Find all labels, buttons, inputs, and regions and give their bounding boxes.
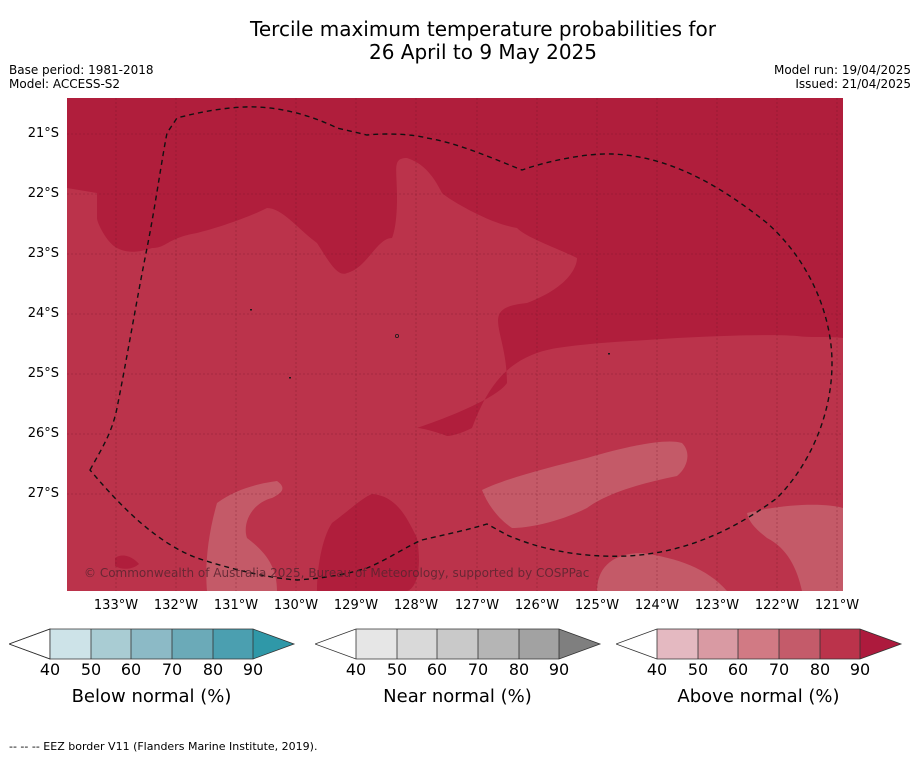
colorbar-swatch (315, 629, 356, 659)
colorbar-swatch (50, 629, 91, 659)
colorbar-swatch (9, 628, 51, 660)
grid-lines (67, 98, 843, 591)
lat-label: 26°S (27, 426, 59, 441)
colorbar-tick: 40 (345, 660, 367, 679)
lower-probability-region-southwest (206, 481, 283, 591)
colorbar-swatch (657, 629, 698, 659)
colorbar-tick: 70 (768, 660, 790, 679)
chart-title: Tercile maximum temperature probabilitie… (0, 18, 919, 64)
lon-label: 129°W (333, 598, 379, 613)
colorbar-swatch (131, 629, 172, 659)
colorbar-swatch (91, 629, 131, 659)
colorbar-tick: 50 (386, 660, 408, 679)
lat-label: 23°S (27, 246, 59, 261)
colorbar-swatch (356, 629, 397, 659)
colorbar-swatch (779, 629, 820, 659)
colorbar-tick: 70 (161, 660, 183, 679)
lat-label: 21°S (27, 126, 59, 141)
island-marks (250, 309, 610, 379)
colorbar-tick: 60 (426, 660, 448, 679)
colorbar-swatch (397, 629, 437, 659)
colorbar-swatch (738, 629, 779, 659)
meta-right: Model run: 19/04/2025 Issued: 21/04/2025 (774, 63, 911, 91)
lat-label: 27°S (27, 486, 59, 501)
lat-label: 25°S (27, 366, 59, 381)
colorbar-near-normal (315, 628, 602, 660)
high-probability-region-west (67, 98, 127, 198)
lon-label: 130°W (273, 598, 319, 613)
high-probability-region-south (317, 494, 419, 591)
high-probability-region-southwest (115, 555, 139, 569)
colorbar-tick: 80 (508, 660, 530, 679)
colorbar-label-above: Above normal (%) (677, 686, 840, 707)
model-name: Model: ACCESS-S2 (9, 77, 121, 91)
colorbar-tick: 60 (120, 660, 142, 679)
model-run: Model run: 19/04/2025 (773, 63, 911, 77)
lon-label: 123°W (694, 598, 740, 613)
colorbar-swatch (519, 629, 559, 659)
eez-border (89, 106, 833, 581)
high-probability-region-north (67, 98, 843, 436)
probability-map (67, 98, 843, 591)
colorbar-tick: 90 (242, 660, 264, 679)
colorbar-tick: 50 (687, 660, 709, 679)
colorbar-label-near: Near normal (%) (383, 686, 532, 707)
lower-probability-region-southeast (597, 553, 727, 591)
lon-label: 121°W (814, 598, 860, 613)
map-svg (67, 98, 843, 591)
colorbar-swatch (860, 629, 901, 659)
colorbar-tick: 40 (39, 660, 61, 679)
lon-label: 125°W (574, 598, 620, 613)
colorbar-swatch (253, 629, 294, 659)
colorbar-tick: 50 (80, 660, 102, 679)
colorbar-swatch (616, 629, 657, 659)
lon-label: 131°W (213, 598, 259, 613)
colorbar-tick: 90 (548, 660, 570, 679)
colorbar-swatch (698, 629, 738, 659)
colorbar-tick: 60 (727, 660, 749, 679)
lon-label: 133°W (93, 598, 139, 613)
lat-label: 22°S (27, 186, 59, 201)
lon-label: 128°W (393, 598, 439, 613)
colorbar-below-normal (9, 628, 296, 660)
colorbar-tick: 90 (849, 660, 871, 679)
lon-label: 124°W (634, 598, 680, 613)
lat-label: 24°S (27, 306, 59, 321)
lon-label: 122°W (754, 598, 800, 613)
colorbar-swatch (213, 629, 253, 659)
copyright-credit: © Commonwealth of Australia 2025, Bureau… (84, 566, 590, 580)
lon-label: 127°W (454, 598, 500, 613)
colorbar-swatch (820, 629, 860, 659)
colorbar-swatch (559, 629, 600, 659)
issued-date: Issued: 21/04/2025 (795, 77, 911, 91)
colorbar-swatch (478, 629, 519, 659)
lower-probability-region-center (482, 441, 688, 528)
colorbar-label-below: Below normal (%) (71, 686, 232, 707)
eez-footnote: -- -- -- EEZ border V11 (Flanders Marine… (9, 740, 318, 753)
base-period: Base period: 1981-2018 (9, 63, 154, 77)
colorbar-tick: 80 (202, 660, 224, 679)
colorbar-swatch (172, 629, 213, 659)
colorbar-swatch (437, 629, 478, 659)
colorbar-tick: 80 (809, 660, 831, 679)
title-line-1: Tercile maximum temperature probabilitie… (250, 17, 716, 41)
lon-label: 132°W (153, 598, 199, 613)
colorbar-tick: 70 (467, 660, 489, 679)
colorbar-above-normal (616, 628, 903, 660)
title-line-2: 26 April to 9 May 2025 (369, 40, 597, 64)
meta-left: Base period: 1981-2018 Model: ACCESS-S2 (9, 63, 154, 91)
lon-label: 126°W (514, 598, 560, 613)
lower-probability-region-east (747, 504, 843, 591)
colorbar-tick: 40 (646, 660, 668, 679)
